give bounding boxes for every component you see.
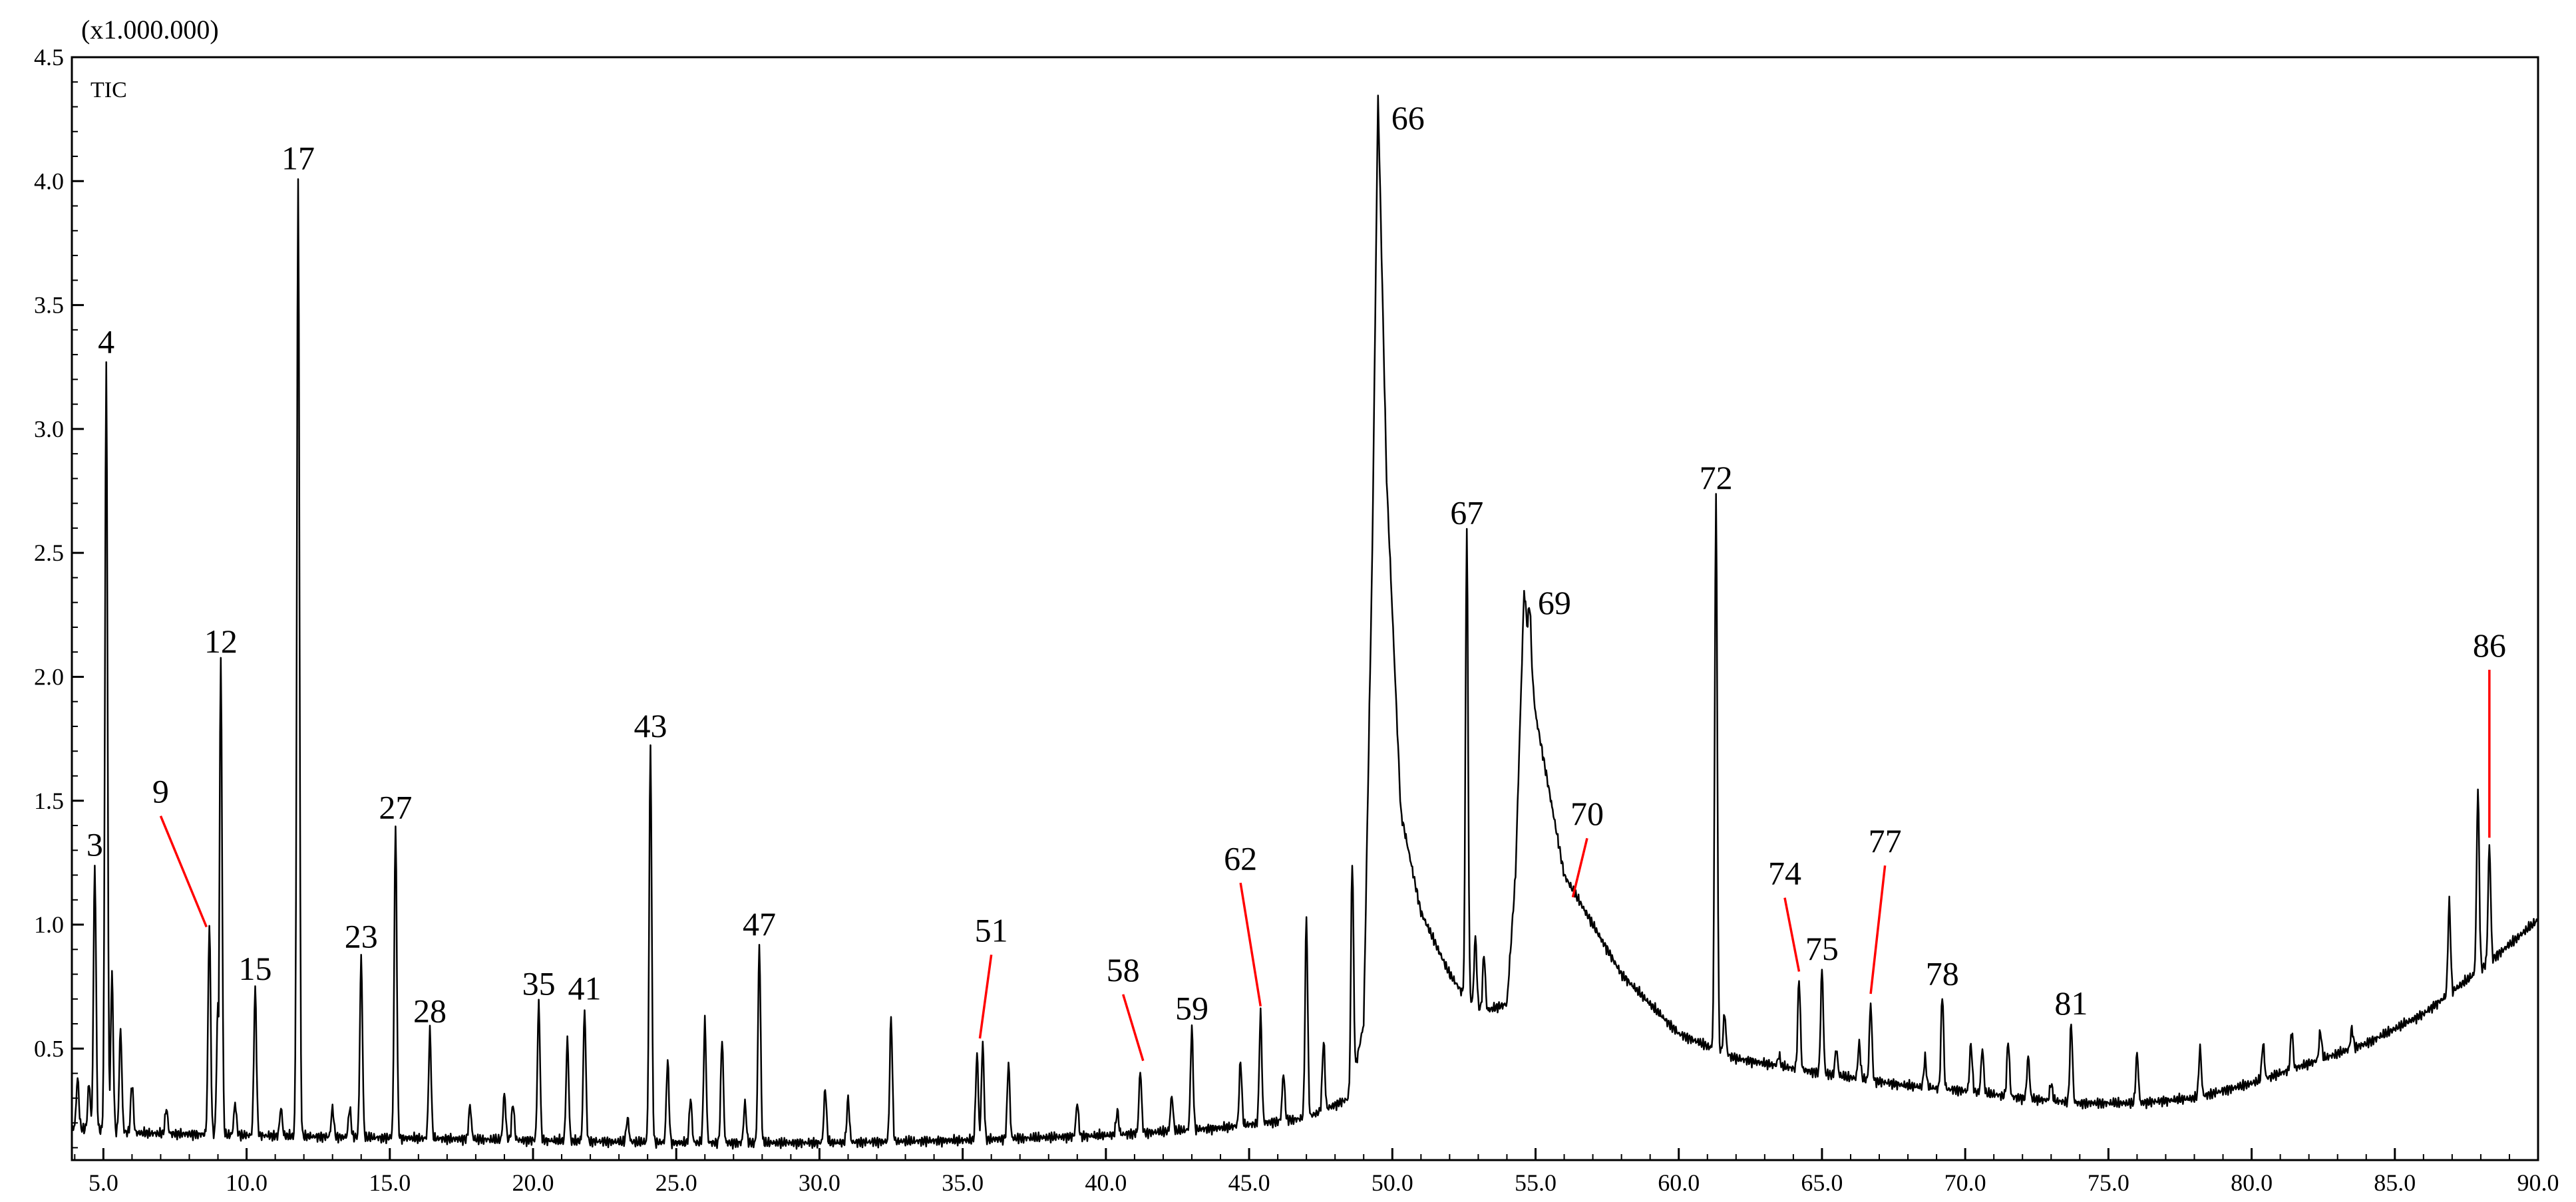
leader-line — [1122, 994, 1145, 1062]
tic-trace — [71, 94, 2539, 1150]
y-tick-label: 0.5 — [34, 1035, 64, 1062]
y-axis: 0.5 1.0 1.5 2.0 2.5 3.0 3.5 4.0 4.5 — [34, 44, 84, 1149]
peak-label: 15 — [238, 950, 272, 987]
x-tick-label: 90.0 — [2517, 1169, 2559, 1196]
peak-label: 78 — [1926, 955, 1959, 992]
peak-label: 58 — [1107, 951, 1140, 988]
leader-line — [978, 955, 993, 1039]
peak-label: 77 — [1869, 822, 1902, 859]
x-tick-label: 40.0 — [1085, 1169, 1127, 1196]
plot-frame — [71, 56, 2539, 1161]
trace-label: TIC — [91, 78, 127, 102]
peak-labels: 3 4 9 12 15 17 23 27 28 35 41 43 47 51 58 59 62 66 67 69 70 7… — [87, 99, 2506, 1029]
peak-label: 27 — [379, 789, 412, 826]
peak-label: 62 — [1224, 839, 1257, 877]
y-tick-label: 1.5 — [34, 788, 64, 814]
peak-label: 67 — [1450, 494, 1483, 531]
peak-label: 9 — [152, 773, 169, 810]
x-axis: 5.0 10.0 15.0 20.0 25.0 30.0 35.0 40.0 45.0 50.0 5… — [74, 1148, 2559, 1196]
peak-label: 74 — [1768, 855, 1801, 892]
y-tick-label: 1.0 — [34, 911, 64, 938]
peak-label: 59 — [1175, 990, 1208, 1027]
peak-label: 28 — [413, 992, 447, 1029]
x-tick-label: 80.0 — [2231, 1169, 2273, 1196]
peak-label: 3 — [87, 826, 103, 863]
x-tick-label: 85.0 — [2374, 1169, 2416, 1196]
leader-line — [1571, 837, 1588, 898]
x-tick-label: 25.0 — [655, 1169, 697, 1196]
y-tick-label: 2.5 — [34, 539, 64, 566]
y-tick-label: 4.5 — [34, 44, 64, 71]
peak-label: 23 — [345, 917, 378, 955]
peak-label: 17 — [281, 140, 315, 177]
x-tick-label: 5.0 — [89, 1169, 118, 1196]
y-tick-label: 3.5 — [34, 292, 64, 319]
peak-label: 69 — [1538, 584, 1571, 621]
peak-label: 47 — [743, 905, 776, 943]
peak-label: 66 — [1391, 99, 1425, 136]
x-tick-label: 50.0 — [1372, 1169, 1413, 1196]
leader-line — [159, 815, 208, 928]
peak-label: 75 — [1805, 930, 1839, 967]
leader-line — [1869, 865, 1887, 994]
peak-label: 35 — [522, 965, 556, 1002]
leader-line — [1783, 897, 1801, 972]
x-tick-label: 70.0 — [1944, 1169, 1986, 1196]
x-tick-label: 65.0 — [1801, 1169, 1843, 1196]
peak-label: 4 — [98, 323, 114, 360]
peak-label: 43 — [634, 707, 667, 744]
peak-label: 51 — [975, 911, 1008, 949]
x-tick-label: 30.0 — [799, 1169, 840, 1196]
x-tick-label: 15.0 — [369, 1169, 411, 1196]
peak-label: 12 — [204, 623, 238, 660]
peak-label: 70 — [1570, 795, 1604, 832]
x-tick-label: 75.0 — [2088, 1169, 2129, 1196]
x-tick-label: 20.0 — [512, 1169, 554, 1196]
x-tick-label: 60.0 — [1658, 1169, 1700, 1196]
x-tick-label: 45.0 — [1228, 1169, 1270, 1196]
peak-label: 81 — [2054, 984, 2088, 1022]
peak-label: 41 — [568, 970, 601, 1007]
peak-leader-lines — [159, 669, 2491, 1062]
peak-label: 72 — [1700, 459, 1733, 496]
y-axis-multiplier: (x1.000.000) — [81, 15, 219, 45]
x-tick-label: 55.0 — [1515, 1169, 1557, 1196]
y-tick-label: 3.0 — [34, 416, 64, 442]
y-tick-label: 2.0 — [34, 663, 64, 690]
x-tick-label: 10.0 — [226, 1169, 268, 1196]
peak-label: 86 — [2473, 627, 2506, 664]
leader-line — [1239, 882, 1262, 1007]
y-tick-label: 4.0 — [34, 168, 64, 194]
x-tick-label: 35.0 — [942, 1169, 984, 1196]
